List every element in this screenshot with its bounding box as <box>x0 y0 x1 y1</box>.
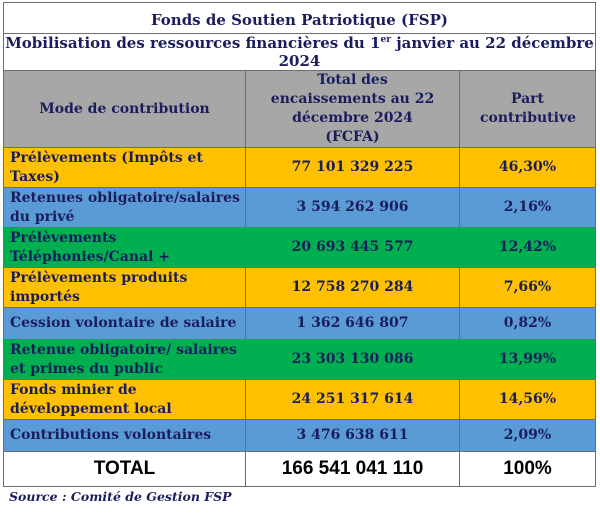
amount-cell: 12 758 270 284 <box>245 267 460 308</box>
part-cell: 12,42% <box>459 227 596 268</box>
header-row: Mode de contribution Total des encaissem… <box>3 70 596 148</box>
table-row: Prélèvements (Impôts et Taxes) 77 101 329… <box>3 147 596 188</box>
table-row: Retenue obligatoire/ salaires et primes … <box>3 339 596 380</box>
contributions-table: Fonds de Soutien Patriotique (FSP) Mobil… <box>3 2 596 487</box>
table-subtitle: Mobilisation des ressources financières … <box>3 33 596 71</box>
subtitle-superscript: er <box>380 35 391 45</box>
part-cell: 2,16% <box>459 187 596 228</box>
source-note: Source : Comité de Gestion FSP <box>9 489 232 504</box>
total-label: TOTAL <box>3 451 246 487</box>
part-cell: 0,82% <box>459 307 596 340</box>
part-cell: 46,30% <box>459 147 596 188</box>
header-mode: Mode de contribution <box>3 70 246 148</box>
table-row: Cession volontaire de salaire 1 362 646 8… <box>3 307 596 340</box>
total-part: 100% <box>459 451 596 487</box>
amount-cell: 23 303 130 086 <box>245 339 460 380</box>
fsp-report: Fonds de Soutien Patriotique (FSP) Mobil… <box>3 2 596 504</box>
table-row: Prélèvements produits importés 12 758 270… <box>3 267 596 308</box>
amount-cell: 77 101 329 225 <box>245 147 460 188</box>
header-total: Total des encaissements au 22 décembre 2… <box>245 70 460 148</box>
amount-cell: 24 251 317 614 <box>245 379 460 420</box>
amount-cell: 3 594 262 906 <box>245 187 460 228</box>
table-row: Prélèvements Téléphonies/Canal +20 693 4… <box>3 227 596 268</box>
table-row: Retenues obligatoire/salaires du privé 3 … <box>3 187 596 228</box>
amount-cell: 1 362 646 807 <box>245 307 460 340</box>
mode-cell: Prélèvements Téléphonies/Canal + <box>3 227 246 268</box>
mode-cell: Prélèvements (Impôts et Taxes) <box>3 147 246 188</box>
title-row-1: Fonds de Soutien Patriotique (FSP) <box>3 2 596 34</box>
part-cell: 13,99% <box>459 339 596 380</box>
amount-cell: 20 693 445 577 <box>245 227 460 268</box>
mode-cell: Retenue obligatoire/ salaires et primes … <box>3 339 246 380</box>
mode-cell: Cession volontaire de salaire <box>3 307 246 340</box>
table-row: Contributions volontaires 3 476 638 611 2,… <box>3 419 596 452</box>
table-row: Fonds minier de développement local 24 25… <box>3 379 596 420</box>
total-amount: 166 541 041 110 <box>245 451 460 487</box>
header-part: Part contributive <box>459 70 596 148</box>
part-cell: 2,09% <box>459 419 596 452</box>
mode-cell: Retenues obligatoire/salaires du privé <box>3 187 246 228</box>
total-row: TOTAL 166 541 041 110 100% <box>3 451 596 487</box>
part-cell: 7,66% <box>459 267 596 308</box>
mode-cell: Contributions volontaires <box>3 419 246 452</box>
subtitle-text-end: janvier au 22 décembre 2024 <box>278 34 594 70</box>
title-row-2: Mobilisation des ressources financières … <box>3 33 596 71</box>
subtitle-text-start: Mobilisation des ressources financières … <box>5 34 381 52</box>
mode-cell: Fonds minier de développement local <box>3 379 246 420</box>
part-cell: 14,56% <box>459 379 596 420</box>
table-body: Prélèvements (Impôts et Taxes) 77 101 329… <box>3 147 596 452</box>
mode-cell: Prélèvements produits importés <box>3 267 246 308</box>
amount-cell: 3 476 638 611 <box>245 419 460 452</box>
table-title: Fonds de Soutien Patriotique (FSP) <box>3 2 596 34</box>
